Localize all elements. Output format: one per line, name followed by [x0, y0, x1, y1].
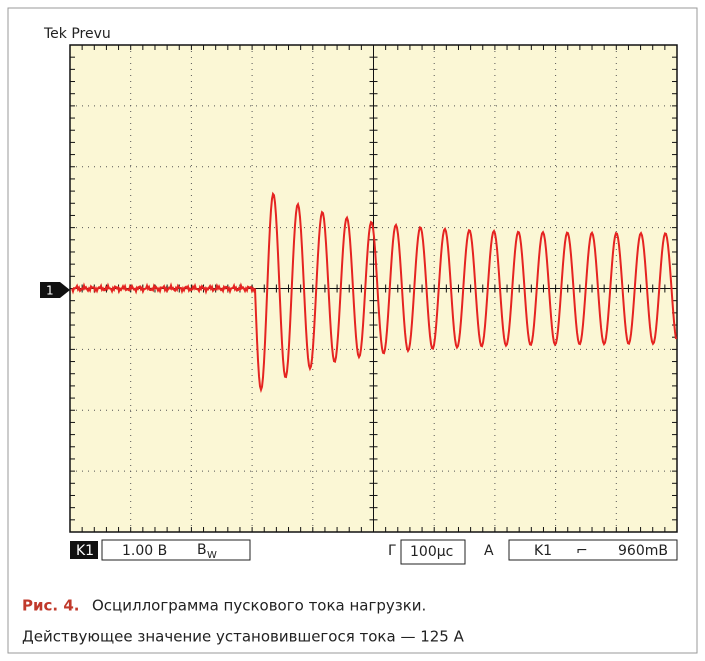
trigger-level: 960mВ [618, 543, 668, 559]
caption-label: Рис. 4. [22, 597, 79, 615]
time-prefix: Г [388, 543, 397, 559]
channel-badge-label: K1 [76, 543, 94, 559]
bandwidth-sub: W [207, 550, 217, 561]
channel-marker-label: 1 [46, 284, 54, 298]
scope-label: Tek Prevu [43, 26, 111, 42]
page: Tek Prevu 1 K1 1.00 В B W Г 100µс А K1 ⌐… [0, 0, 705, 661]
caption-line2: Действующее значение установившегося ток… [22, 628, 465, 646]
trigger-prefix: А [484, 543, 494, 559]
bandwidth: B [197, 542, 207, 558]
scale: 1.00 В [122, 543, 167, 559]
trigger-channel: K1 [534, 543, 552, 559]
caption-text: Осциллограмма пускового тока нагрузки. [92, 597, 426, 615]
timebase: 100µс [410, 544, 453, 560]
trigger-slope: ⌐ [576, 543, 588, 559]
figure: Tek Prevu 1 K1 1.00 В B W Г 100µс А K1 ⌐… [0, 0, 705, 661]
